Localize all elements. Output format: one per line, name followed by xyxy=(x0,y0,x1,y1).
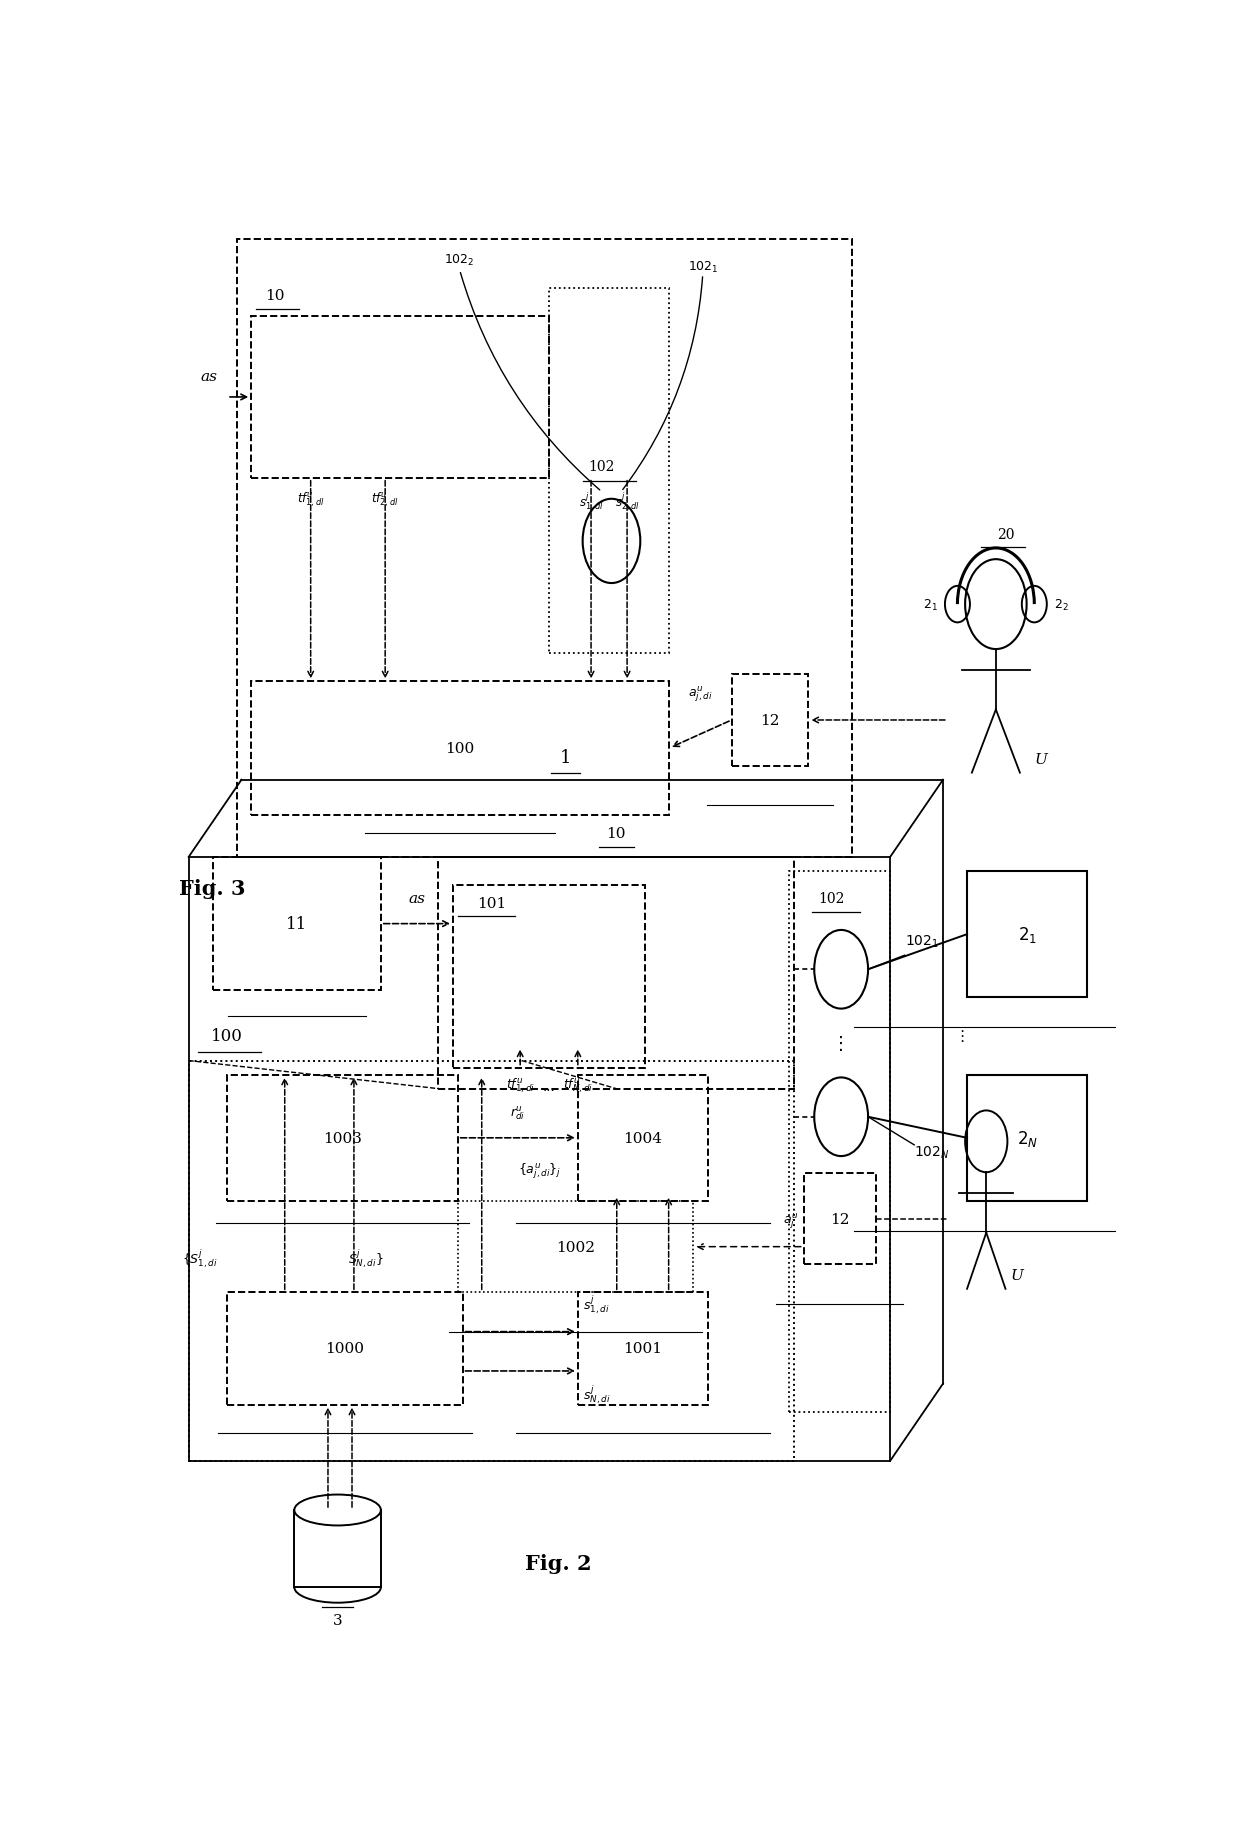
Text: 12: 12 xyxy=(830,1212,849,1225)
Text: $s_{1,di}^{j}$: $s_{1,di}^{j}$ xyxy=(583,1293,609,1314)
Text: $tf_{1,di}^{u}$: $tf_{1,di}^{u}$ xyxy=(506,1076,534,1094)
Text: as: as xyxy=(201,370,217,383)
Text: $r_{di}^{u}$: $r_{di}^{u}$ xyxy=(510,1103,526,1121)
Text: $102_1$: $102_1$ xyxy=(905,933,939,950)
Text: $102_N$: $102_N$ xyxy=(914,1145,950,1161)
Bar xyxy=(732,675,808,766)
Text: ...: ... xyxy=(543,1079,556,1094)
Text: $tf_{N,di}^{u}$: $tf_{N,di}^{u}$ xyxy=(563,1076,593,1094)
Text: 1003: 1003 xyxy=(322,1132,362,1145)
Bar xyxy=(549,288,670,654)
Text: 102: 102 xyxy=(589,459,615,474)
Text: $S_{N,di}^{j}\}$: $S_{N,di}^{j}\}$ xyxy=(347,1247,383,1269)
Text: $2_N$: $2_N$ xyxy=(1017,1128,1038,1148)
Bar xyxy=(439,857,794,1088)
Text: $a_{j,di}^{u}$: $a_{j,di}^{u}$ xyxy=(688,684,713,704)
Text: $2_2$: $2_2$ xyxy=(1054,598,1068,613)
Text: U: U xyxy=(1034,753,1048,766)
Bar xyxy=(237,241,852,857)
Bar xyxy=(804,1174,875,1265)
Text: U: U xyxy=(1011,1269,1023,1282)
Text: 100: 100 xyxy=(211,1026,243,1045)
Text: $102_2$: $102_2$ xyxy=(444,253,475,268)
Text: $s_{2,dl}^{j}$: $s_{2,dl}^{j}$ xyxy=(615,490,640,512)
Text: Fig. 3: Fig. 3 xyxy=(179,879,246,899)
Text: 1: 1 xyxy=(560,747,572,766)
Text: 1001: 1001 xyxy=(624,1342,662,1356)
Text: 1000: 1000 xyxy=(325,1342,365,1356)
Text: 11: 11 xyxy=(286,915,308,933)
Text: as: as xyxy=(408,891,425,906)
Text: 102: 102 xyxy=(818,891,844,906)
Text: $2_1$: $2_1$ xyxy=(924,598,939,613)
Bar xyxy=(578,1076,708,1201)
Bar xyxy=(789,871,890,1411)
Text: 12: 12 xyxy=(760,713,780,727)
Bar xyxy=(227,1293,463,1406)
Text: 20: 20 xyxy=(997,527,1014,541)
Bar xyxy=(578,1293,708,1406)
Text: $a_j^{u}$: $a_j^{u}$ xyxy=(784,1210,799,1231)
Bar xyxy=(453,886,645,1068)
Ellipse shape xyxy=(294,1495,381,1526)
Text: $102_1$: $102_1$ xyxy=(688,261,719,275)
Bar xyxy=(967,1076,1087,1201)
Text: $2_1$: $2_1$ xyxy=(1018,924,1037,944)
Bar xyxy=(250,682,670,815)
Bar xyxy=(213,857,381,990)
Text: ⋮: ⋮ xyxy=(832,1034,851,1052)
Bar xyxy=(250,317,549,478)
Bar xyxy=(188,1061,794,1460)
Text: 100: 100 xyxy=(445,742,475,757)
Text: $\{a_{j,di}^{u}\}_j$: $\{a_{j,di}^{u}\}_j$ xyxy=(518,1161,562,1179)
Bar xyxy=(227,1076,458,1201)
Text: 3: 3 xyxy=(332,1613,342,1626)
Text: ⋮: ⋮ xyxy=(955,1028,970,1045)
Text: 101: 101 xyxy=(477,897,506,912)
Bar xyxy=(967,871,1087,997)
Text: $\{S_{1,di}^{j}$: $\{S_{1,di}^{j}$ xyxy=(181,1247,217,1269)
Text: $s_{N,di}^{j}$: $s_{N,di}^{j}$ xyxy=(583,1382,610,1406)
Text: 10: 10 xyxy=(265,290,285,303)
Text: $tf_{2,dl}^{u}$: $tf_{2,dl}^{u}$ xyxy=(371,490,399,509)
Text: 1002: 1002 xyxy=(556,1240,595,1254)
Text: 1004: 1004 xyxy=(624,1132,662,1145)
Text: $tf_{1,dl}^{u}$: $tf_{1,dl}^{u}$ xyxy=(296,490,325,509)
Text: 10: 10 xyxy=(606,826,626,840)
Text: $s_{1,dl}^{j}$: $s_{1,dl}^{j}$ xyxy=(579,490,604,512)
Text: Fig. 2: Fig. 2 xyxy=(526,1553,591,1573)
